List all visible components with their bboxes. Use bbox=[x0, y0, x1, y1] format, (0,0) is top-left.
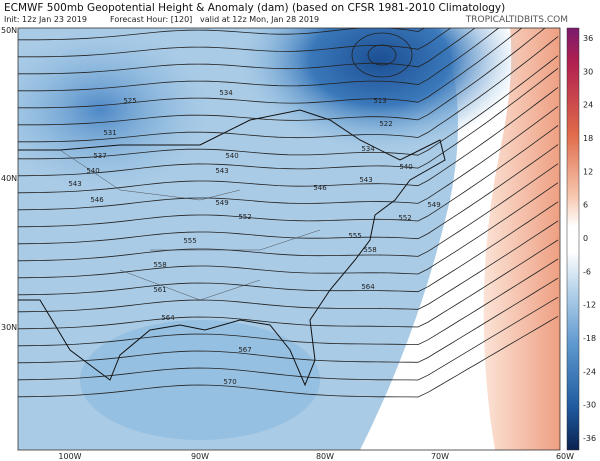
contour-line bbox=[18, 28, 426, 41]
colorbar-label: 24 bbox=[583, 101, 593, 110]
contour-label: 531 bbox=[103, 129, 116, 137]
colorbar-label: 18 bbox=[583, 134, 593, 143]
longitude-label: 80W bbox=[316, 452, 334, 461]
contour-label: 543 bbox=[215, 167, 228, 175]
contour-line bbox=[18, 87, 559, 194]
map-frame bbox=[17, 27, 561, 451]
borders bbox=[59, 149, 321, 301]
colorbar-label: -12 bbox=[583, 301, 596, 310]
contour-label: 552 bbox=[238, 213, 251, 221]
colorbar-label: 0 bbox=[583, 234, 588, 243]
contour-label: 549 bbox=[215, 199, 228, 207]
contour-label: 534 bbox=[361, 145, 375, 153]
contour-label: 513 bbox=[373, 97, 386, 105]
contour-line bbox=[18, 55, 559, 160]
contour-line bbox=[18, 28, 523, 109]
coastline bbox=[18, 109, 446, 387]
colorbar-label: 30 bbox=[583, 67, 593, 76]
contour-label: 561 bbox=[153, 286, 166, 294]
contour-line bbox=[18, 220, 559, 313]
contour-label: 534 bbox=[219, 89, 233, 97]
colorbar-label: -6 bbox=[583, 267, 591, 276]
contour-line bbox=[351, 32, 413, 78]
contour-label: 543 bbox=[68, 180, 81, 188]
forecast-hour: Forecast Hour: [120] bbox=[110, 15, 192, 24]
longitude-label: 90W bbox=[191, 452, 209, 461]
colorbar-label: 12 bbox=[583, 167, 593, 176]
contour-label: 567 bbox=[238, 346, 251, 354]
contour-line bbox=[18, 28, 476, 75]
map-area bbox=[18, 28, 560, 450]
contour-label: 555 bbox=[183, 237, 196, 245]
contour-line bbox=[18, 258, 559, 347]
contour-label: 558 bbox=[363, 246, 376, 254]
colorbar-label: -30 bbox=[583, 401, 596, 410]
longitude-label: 100W bbox=[58, 452, 81, 461]
colorbar-label: 36 bbox=[583, 34, 593, 43]
contour-label: 537 bbox=[93, 152, 106, 160]
contour-line bbox=[18, 201, 559, 296]
contour-line bbox=[18, 67, 559, 177]
latitude-label: 30N bbox=[1, 323, 17, 332]
contour-line bbox=[18, 315, 559, 398]
colorbar bbox=[566, 27, 580, 451]
contour-line bbox=[18, 28, 500, 92]
contour-label: 522 bbox=[379, 120, 392, 128]
latitude-label: 50N bbox=[1, 26, 17, 35]
longitude-label: 70W bbox=[431, 452, 449, 461]
contour-label: 552 bbox=[398, 214, 411, 222]
title: ECMWF 500mb Geopotential Height & Anomal… bbox=[4, 2, 505, 14]
contour-label: 564 bbox=[361, 283, 375, 291]
contour-label: 555 bbox=[348, 232, 361, 240]
cold-anomaly bbox=[80, 320, 320, 440]
contour-line bbox=[18, 36, 559, 143]
contour-label: 525 bbox=[123, 97, 136, 105]
longitude-label: 60W bbox=[556, 452, 574, 461]
contour-line bbox=[18, 182, 559, 279]
contour-line bbox=[18, 277, 559, 364]
colorbar-label: -36 bbox=[583, 434, 596, 443]
contour-line bbox=[18, 106, 559, 211]
cold-anomaly bbox=[240, 28, 520, 150]
colorbar-label: 6 bbox=[583, 201, 588, 210]
contour-line bbox=[18, 239, 559, 330]
contour-label: 546 bbox=[313, 184, 327, 192]
contour-line bbox=[18, 296, 559, 381]
contour-line bbox=[18, 28, 452, 58]
contour-label: 540 bbox=[399, 163, 412, 171]
contour-label: 549 bbox=[427, 201, 440, 209]
contour-label: 570 bbox=[223, 378, 236, 386]
contour-line bbox=[18, 163, 559, 262]
watermark: TROPICALTIDBITS.COM bbox=[465, 15, 568, 25]
colorbar-label: -18 bbox=[583, 334, 596, 343]
contour-line bbox=[18, 28, 546, 126]
init: Init: 12z Jan 23 2019 bbox=[4, 15, 87, 24]
contour-line bbox=[18, 125, 559, 228]
contours bbox=[18, 28, 559, 398]
valid-time: valid at 12z Mon, Jan 28 2019 bbox=[200, 15, 319, 24]
colorbar-label: -24 bbox=[583, 367, 596, 376]
contour-line bbox=[367, 44, 397, 66]
contour-label: 540 bbox=[86, 167, 99, 175]
contour-line bbox=[18, 144, 559, 245]
contour-label: 543 bbox=[359, 176, 372, 184]
contour-label: 564 bbox=[161, 314, 175, 322]
contour-label: 540 bbox=[225, 152, 238, 160]
contour-label: 546 bbox=[90, 196, 104, 204]
latitude-label: 40N bbox=[1, 174, 17, 183]
contour-label: 558 bbox=[153, 261, 166, 269]
warm-anomaly bbox=[483, 28, 560, 450]
